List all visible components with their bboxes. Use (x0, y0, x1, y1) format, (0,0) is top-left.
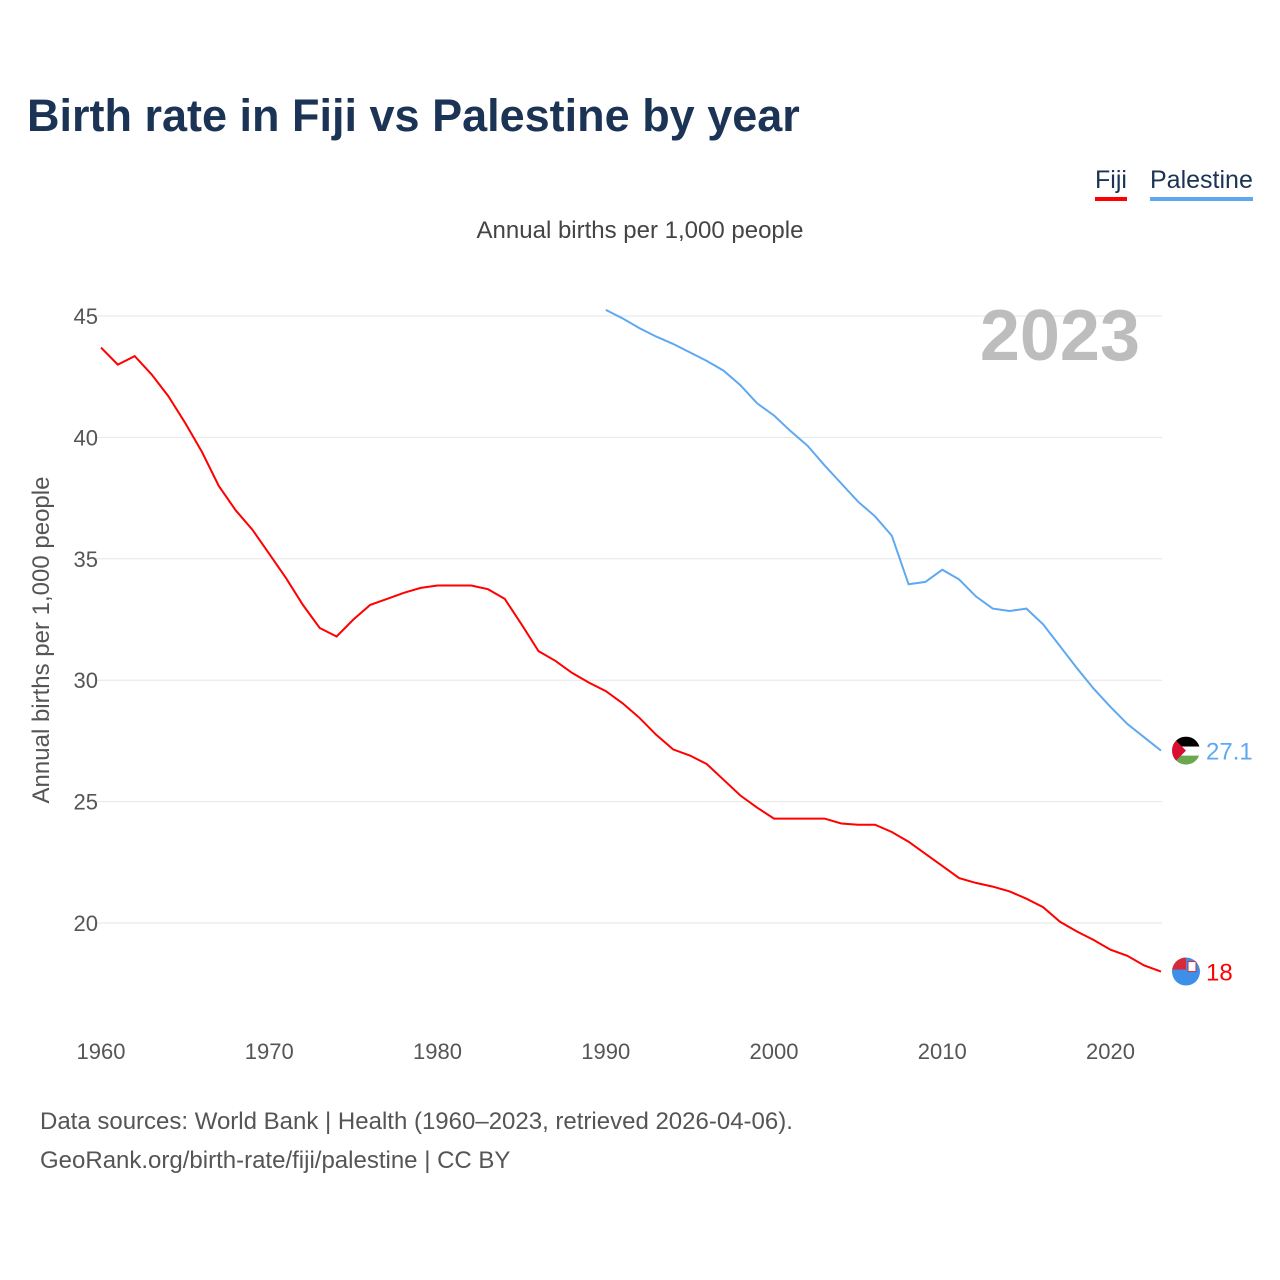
flag-shield (1187, 961, 1197, 973)
flag-stripe (1172, 746, 1200, 756)
source-link[interactable]: GeoRank.org/birth-rate/fiji/palestine | … (40, 1147, 511, 1174)
x-tick-label: 2010 (918, 1039, 967, 1064)
y-tick-label: 40 (74, 425, 98, 450)
flag-triangle (1172, 736, 1186, 765)
legend-palestine[interactable]: Palestine (1150, 166, 1253, 201)
x-tick-label: 1990 (581, 1039, 630, 1064)
x-tick-label: 2000 (750, 1039, 799, 1064)
page-title: Birth rate in Fiji vs Palestine by year (27, 90, 800, 141)
x-tick-label: 1970 (245, 1039, 294, 1064)
flag-stripe (1172, 736, 1200, 747)
flag-body (1172, 957, 1200, 986)
end-value-label-palestine: 27.1 (1206, 739, 1253, 766)
chart-subtitle: Annual births per 1,000 people (476, 217, 804, 244)
flag-union (1172, 957, 1186, 970)
end-value-label-fiji: 18 (1206, 960, 1233, 987)
series-line-palestine (605, 309, 1162, 752)
source-note: Data sources: World Bank | Health (1960–… (40, 1108, 793, 1135)
y-tick-label: 25 (74, 790, 98, 815)
flag-stripe (1172, 755, 1200, 765)
x-tick-label: 1980 (413, 1039, 462, 1064)
year-watermark: 2023 (980, 296, 1140, 376)
y-tick-label: 45 (74, 304, 98, 329)
y-tick-label: 35 (74, 547, 98, 572)
series-line-fiji (100, 346, 1162, 973)
legend-fiji[interactable]: Fiji (1095, 166, 1127, 201)
x-tick-label: 1960 (77, 1039, 126, 1064)
x-tick-label: 2020 (1086, 1039, 1135, 1064)
flag-fiji-icon (1172, 957, 1200, 986)
y-tick-label: 20 (74, 911, 98, 936)
flag-body (1172, 736, 1200, 765)
flag-palestine-icon (1172, 736, 1200, 765)
y-tick-label: 30 (74, 668, 98, 693)
